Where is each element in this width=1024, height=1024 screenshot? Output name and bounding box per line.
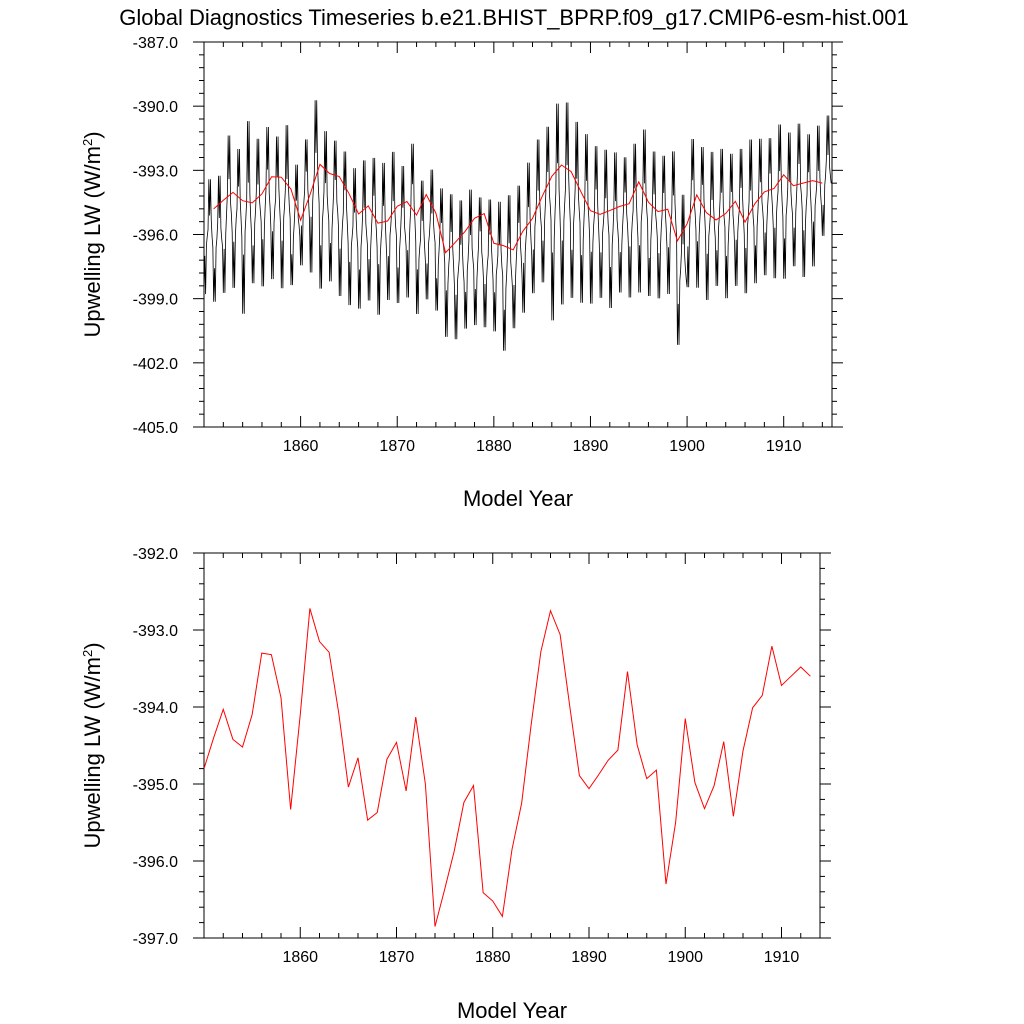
top-panel: 1860 1870 1880 1890 1900 1910 -405.0 -402.0 -399… [80, 35, 843, 511]
x-tick-label: 1880 [476, 438, 512, 455]
y-tick-label: -392.0 [133, 546, 178, 563]
y-tick-label: -393.0 [133, 623, 178, 640]
series-group [204, 608, 811, 927]
x-tick-label: 1900 [667, 949, 703, 966]
y-tick-label: -399.0 [133, 292, 178, 309]
x-tick-label: 1910 [766, 438, 802, 455]
x-axis-label: Model Year [463, 486, 573, 511]
x-tick-label: 1880 [475, 949, 511, 966]
y-axis-label: Upwelling LW (W/m2) [80, 642, 105, 848]
x-tick-label: 1860 [283, 438, 319, 455]
plot-frame [203, 552, 821, 939]
y-tick-label: -397.0 [133, 931, 178, 948]
y-tick-label: -387.0 [133, 35, 178, 52]
y-tick-label: -395.0 [133, 777, 178, 794]
y-tick-label: -405.0 [133, 420, 178, 437]
x-tick-label: 1890 [573, 438, 609, 455]
annual-series-line [204, 608, 811, 927]
x-tick-label: 1860 [282, 949, 318, 966]
series-group [204, 100, 832, 351]
y-axis-label: Upwelling LW (W/m2) [80, 131, 105, 337]
x-tick-label: 1900 [669, 438, 705, 455]
y-tick-label: -393.0 [133, 163, 178, 180]
y-tick-label: -394.0 [133, 700, 178, 717]
monthly-series-line [204, 100, 832, 351]
x-tick-label: 1870 [379, 949, 415, 966]
x-axis-label: Model Year [457, 998, 567, 1023]
annual-series-line [213, 163, 823, 254]
y-tick-label: -396.0 [133, 854, 178, 871]
y-tick-label: -402.0 [133, 356, 178, 373]
x-tick-label: 1890 [571, 949, 607, 966]
y-tick-label: -396.0 [133, 228, 178, 245]
x-tick-label: 1870 [379, 438, 415, 455]
bottom-panel: 1860 1870 1880 1890 1900 1910 -397.0 -396.0 -395… [80, 546, 831, 1023]
y-tick-label: -390.0 [133, 99, 178, 116]
chart-title: Global Diagnostics Timeseries b.e21.BHIS… [119, 5, 909, 30]
x-tick-label: 1910 [764, 949, 800, 966]
